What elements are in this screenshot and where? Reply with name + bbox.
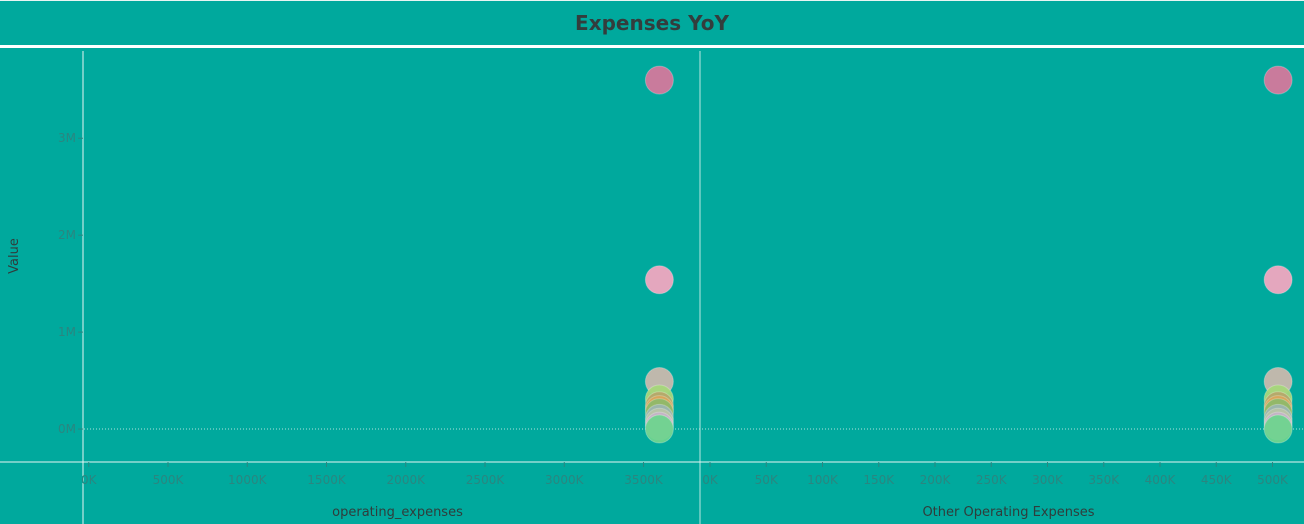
x-tick-label: 50K xyxy=(755,473,779,487)
x-tick-label: 0K xyxy=(81,473,98,487)
data-point xyxy=(644,65,674,95)
x-tick-label: 250K xyxy=(976,473,1008,487)
chart-title: Expenses YoY xyxy=(575,11,729,35)
x-tick-label: 2000K xyxy=(387,473,427,487)
y-tick-label: 2M xyxy=(58,228,76,242)
x-axis-title: Other Operating Expenses xyxy=(922,505,1094,520)
data-point xyxy=(1263,414,1293,444)
y-axis-title: Value xyxy=(7,238,22,274)
y-tick-label: 3M xyxy=(58,131,76,145)
data-point xyxy=(1263,65,1293,95)
data-point xyxy=(1263,265,1293,295)
x-tick-label: 0K xyxy=(702,473,719,487)
x-tick-label: 3500K xyxy=(624,473,664,487)
y-tick-label: 1M xyxy=(58,325,76,339)
data-point xyxy=(644,265,674,295)
x-axis-title: operating_expenses xyxy=(332,505,463,520)
data-point xyxy=(644,414,674,444)
x-tick-label: 1000K xyxy=(228,473,268,487)
x-tick-label: 2500K xyxy=(466,473,506,487)
x-tick-label: 350K xyxy=(1088,473,1120,487)
x-tick-label: 3000K xyxy=(545,473,585,487)
title-bar: Expenses YoY xyxy=(0,0,1304,48)
x-tick-label: 1500K xyxy=(307,473,347,487)
x-tick-label: 500K xyxy=(1257,473,1289,487)
x-tick-label: 100K xyxy=(807,473,839,487)
x-tick-label: 150K xyxy=(863,473,895,487)
x-tick-label: 450K xyxy=(1201,473,1233,487)
x-tick-label: 400K xyxy=(1145,473,1177,487)
x-tick-label: 300K xyxy=(1032,473,1064,487)
x-tick-label: 200K xyxy=(920,473,952,487)
x-tick-label: 500K xyxy=(153,473,185,487)
y-tick-label: 0M xyxy=(58,422,76,436)
